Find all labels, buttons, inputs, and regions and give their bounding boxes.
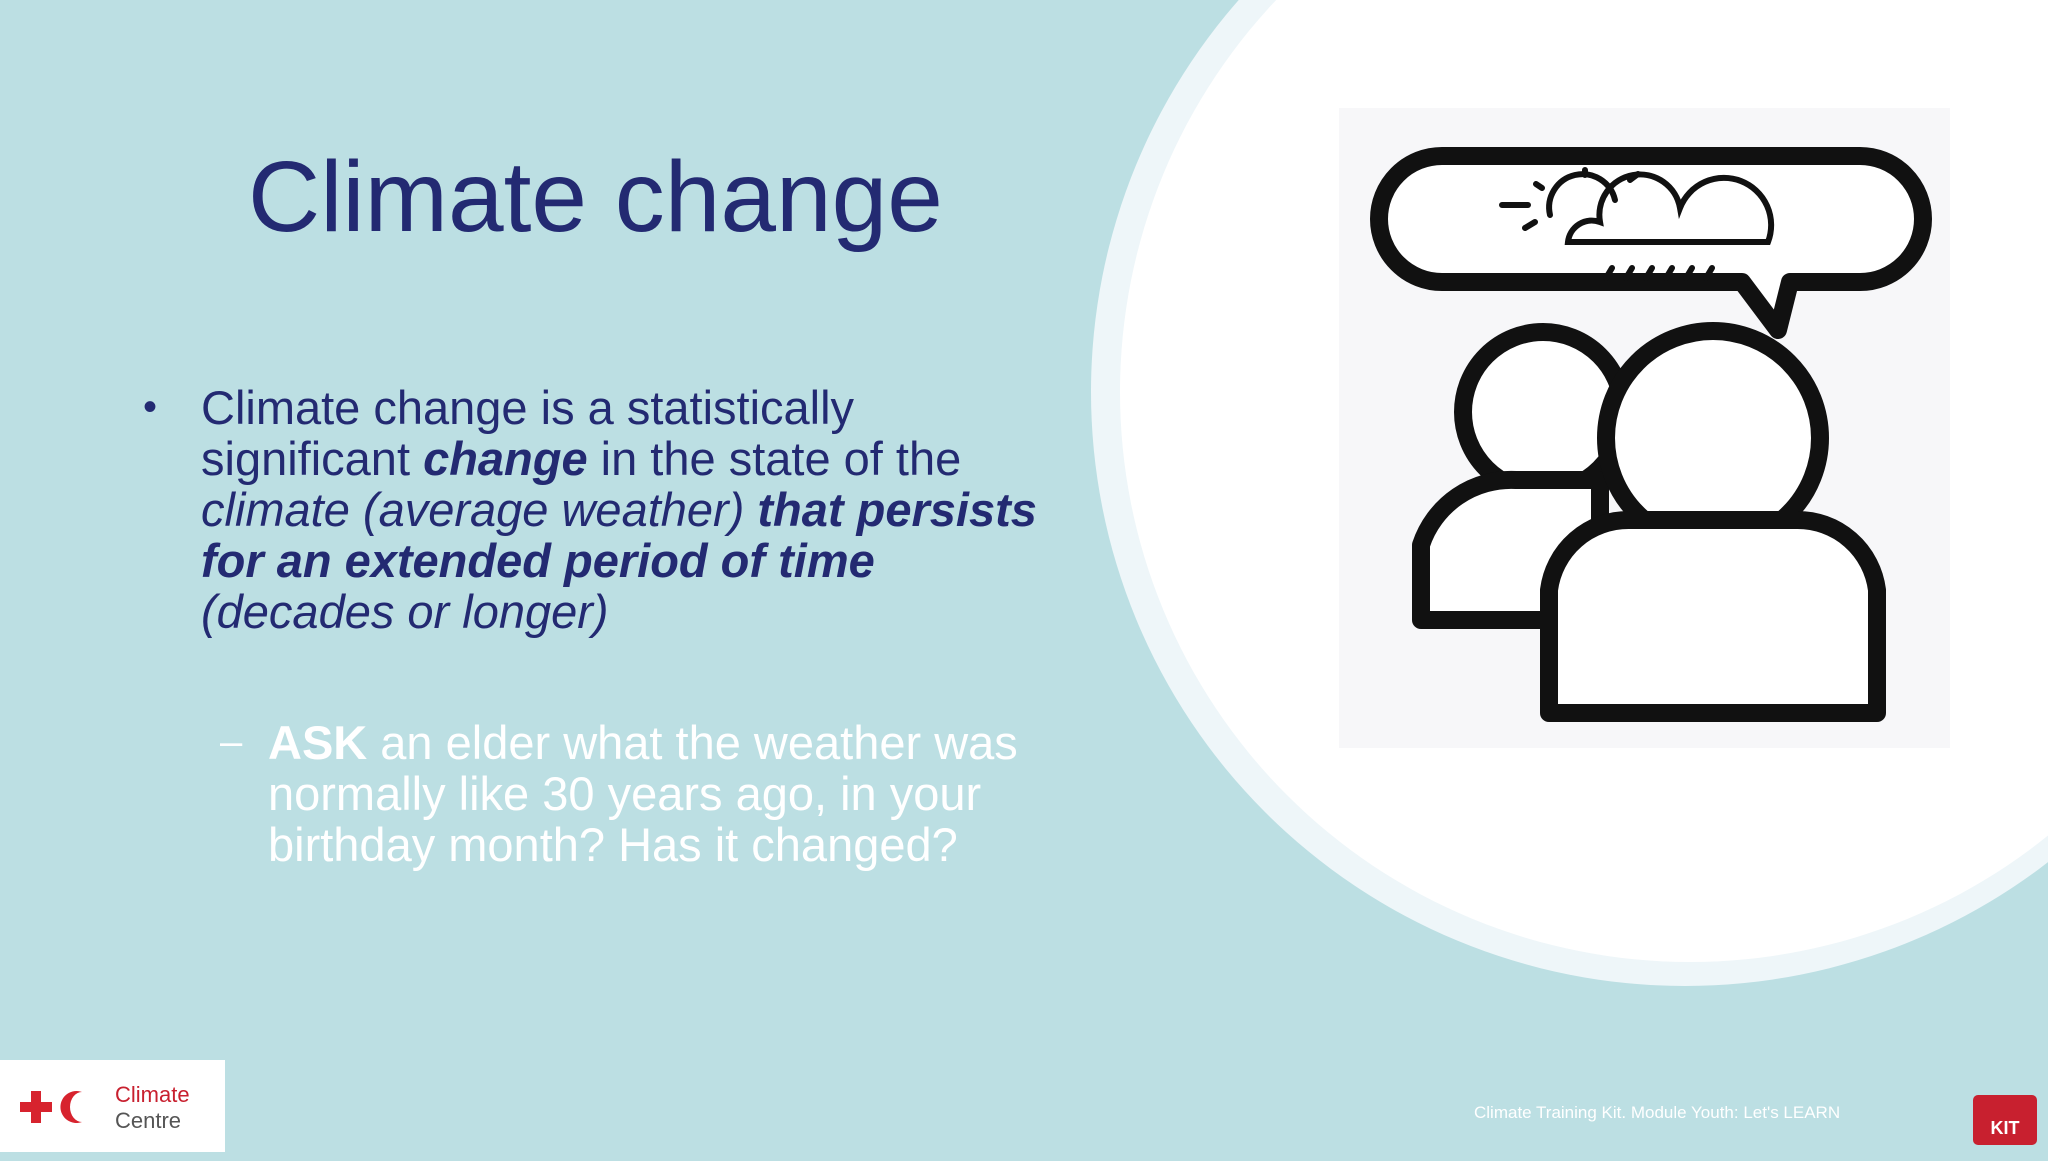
text-run: change [423,432,588,485]
logo-text: Centre [115,1108,182,1133]
sub-bullet-marker: – [220,720,243,764]
bullet-marker: • [143,385,158,429]
logo-emblem [20,1091,82,1123]
sub-bullet-text: ASK an elder what the weather was normal… [268,717,1048,870]
text-run: that persists for an extended period of … [201,483,1037,587]
title: Climate change [248,141,943,253]
bullet-text: Climate change is a statistically signif… [201,382,1061,637]
weather-icon [1499,167,1775,281]
text-run: climate (average weather) [201,483,758,536]
kit-badge: KIT [1973,1095,2037,1145]
text-run: Climate change is a statistically signif… [201,381,855,485]
logo: Climate Centre [0,1060,225,1152]
logo-text: Climate [115,1082,190,1107]
text-run: in the state of the [587,432,962,485]
footer: Climate Training Kit. Module Youth: Let'… [1474,1103,1841,1122]
text-run: an elder what the weather was normally l… [268,716,1018,871]
text-run: ASK [268,716,368,769]
text-run: (decades or longer) [201,585,609,638]
